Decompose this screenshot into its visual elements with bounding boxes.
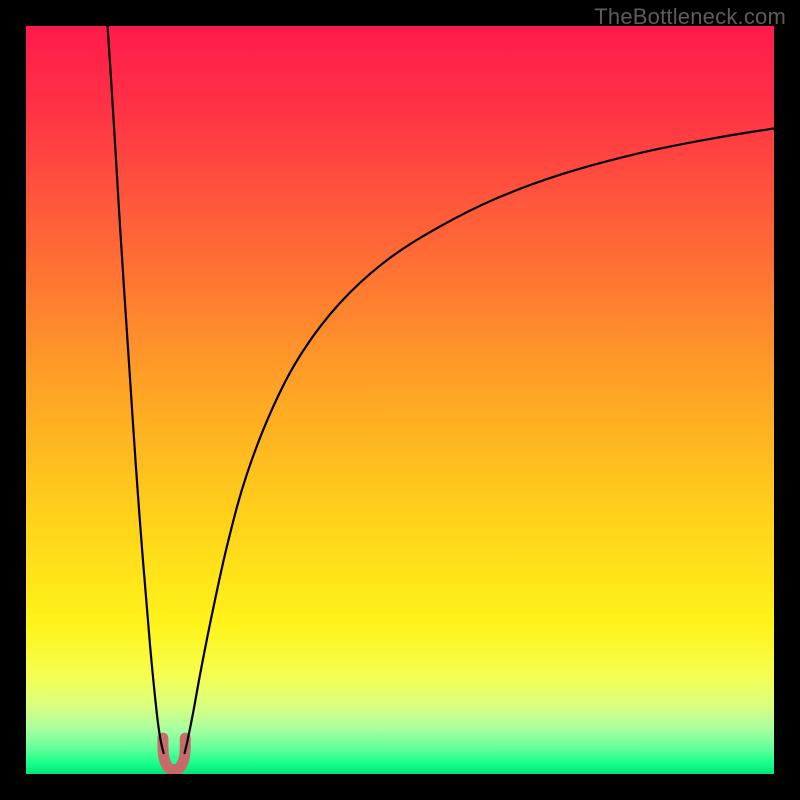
chart-container: TheBottleneck.com <box>0 0 800 800</box>
chart-background <box>26 26 774 774</box>
bottleneck-chart <box>0 0 800 800</box>
watermark-text: TheBottleneck.com <box>594 4 786 30</box>
